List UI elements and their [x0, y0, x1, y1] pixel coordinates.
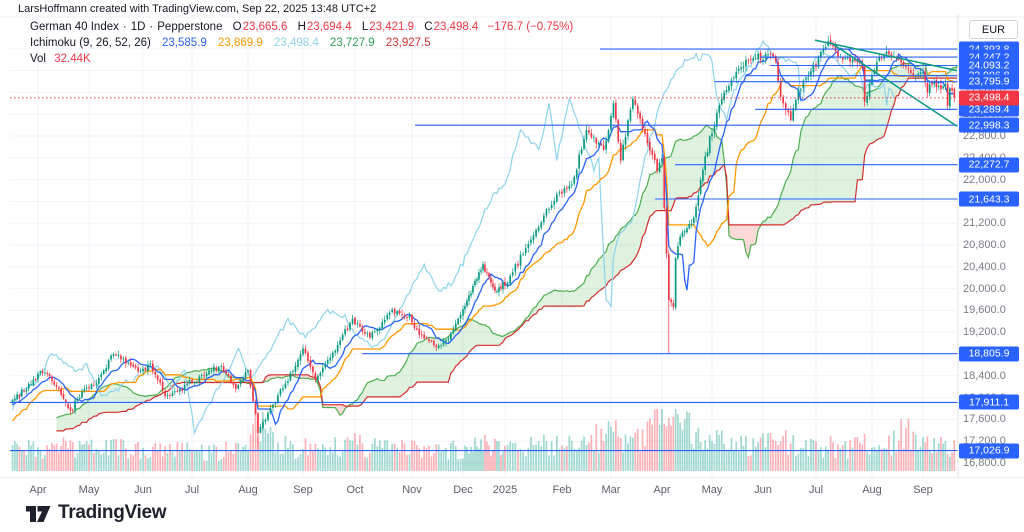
- price-line-label: 22,272.7: [959, 157, 1019, 173]
- change-value: −176.7 (−0.75%): [487, 21, 574, 33]
- time-axis-label: Sep: [913, 484, 933, 496]
- tradingview-logo-text: TradingView: [58, 502, 167, 523]
- time-axis-label: Apr: [653, 484, 671, 496]
- price-line-label: 18,805.9: [959, 346, 1019, 362]
- ichimoku-lines: [11, 39, 955, 436]
- time-axis-label: Mar: [601, 484, 621, 496]
- price-line-label: 23,289.4: [959, 101, 1019, 117]
- time-axis-label: 2025: [492, 484, 518, 496]
- price-tick-label: 19,200.0: [963, 326, 1006, 339]
- time-axis-label: Nov: [402, 484, 422, 496]
- price-line-label: 17,911.1: [959, 394, 1019, 410]
- price-axis[interactable]: 16,800.017,200.017,600.018,000.018,400.0…: [958, 0, 1024, 478]
- price-tick-label: 22,000.0: [963, 173, 1006, 186]
- broker-label: Pepperstone: [157, 21, 223, 33]
- volume-value: 32.44K: [54, 53, 91, 65]
- volume-label[interactable]: Vol: [30, 53, 46, 65]
- senkou-b-line: [56, 77, 957, 432]
- time-axis-label: Apr: [29, 484, 47, 496]
- kijun-line: [12, 63, 955, 422]
- symbol-row: German 40 Index · 1D · Pepperstone O23,665.6…: [30, 21, 574, 33]
- price-tick-label: 20,000.0: [963, 282, 1006, 295]
- price-tick-label: 20,800.0: [963, 239, 1006, 251]
- time-axis-label: Oct: [346, 484, 364, 496]
- tradingview-logo-icon: [26, 505, 51, 522]
- tenkan-line: [12, 47, 955, 426]
- senkou-a-line: [56, 62, 958, 419]
- time-axis-label: May: [701, 484, 723, 496]
- price-tick-label: 19,600.0: [963, 304, 1006, 317]
- currency-button[interactable]: EUR: [969, 20, 1018, 39]
- time-axis-label: Jun: [754, 484, 772, 496]
- high-value: 23,694.4: [306, 21, 352, 33]
- time-axis-label: Jun: [134, 484, 152, 496]
- watermark: LarsHoffmann created with TradingView.co…: [18, 3, 377, 15]
- chikou-value: 23,498.4: [273, 37, 319, 49]
- open-label: O: [232, 21, 242, 33]
- price-tick-label: 20,400.0: [963, 260, 1006, 273]
- interval-label[interactable]: 1D: [130, 21, 146, 33]
- price-line-label: 17,026.9: [959, 443, 1019, 459]
- low-value: 23,421.9: [369, 21, 415, 33]
- legend: German 40 Index · 1D · Pepperstone O23,665.6…: [30, 19, 573, 67]
- ichimoku-label[interactable]: Ichimoku (9, 26, 52, 26): [30, 37, 151, 49]
- price-tick-label: 18,400.0: [963, 369, 1006, 382]
- drawings-layer[interactable]: [10, 39, 958, 452]
- price-tick-label: 16,800.0: [963, 457, 1006, 469]
- price-line-label: 22,998.3: [959, 117, 1019, 133]
- time-axis-label: Dec: [453, 484, 473, 496]
- volume-bars: [11, 409, 956, 471]
- close-value: 23,498.4: [433, 21, 479, 33]
- time-axis-label: Aug: [238, 484, 258, 496]
- time-axis-label: Feb: [552, 484, 572, 496]
- low-label: L: [361, 21, 369, 33]
- senkou-a-value: 23,727.9: [329, 37, 375, 49]
- time-axis-label: Aug: [862, 484, 882, 496]
- volume-row: Vol 32.44K: [30, 51, 573, 67]
- price-line-label: 23,795.9: [959, 74, 1019, 90]
- time-axis-label: Sep: [293, 484, 313, 496]
- price-tick-label: 22,800.0: [963, 130, 1006, 142]
- time-axis-label: May: [78, 484, 100, 496]
- tradingview-logo[interactable]: TradingView: [26, 502, 167, 524]
- close-label: C: [424, 21, 433, 33]
- price-line-label: 21,643.3: [959, 191, 1019, 207]
- trend-line-1: [814, 39, 958, 72]
- price-tick-label: 17,600.0: [963, 413, 1006, 426]
- trend-line-2: [829, 41, 958, 127]
- candles: [11, 34, 956, 450]
- senkou-b-value: 23,927.5: [385, 37, 431, 49]
- kijun-value: 23,869.9: [217, 37, 263, 49]
- tenkan-value: 23,585.9: [162, 37, 207, 49]
- ichimoku-row: Ichimoku (9, 26, 52, 26) 23,585.9 23,869…: [30, 35, 573, 51]
- price-tick-label: 21,200.0: [963, 217, 1006, 230]
- symbol-title[interactable]: German 40 Index: [30, 21, 119, 33]
- high-label: H: [297, 21, 306, 33]
- grid-lines: [10, 16, 957, 478]
- time-axis-label: Jul: [184, 484, 200, 496]
- chikou-line: [11, 39, 895, 436]
- open-value: 23,665.6: [242, 21, 288, 33]
- time-axis-label: Jul: [808, 484, 824, 496]
- current-price-label: 23,498.4: [959, 90, 1019, 106]
- time-axis[interactable]: Apr May Jun Jul Aug Sep Oct Nov Dec 2025 Feb Mar Apr…: [0, 478, 1024, 504]
